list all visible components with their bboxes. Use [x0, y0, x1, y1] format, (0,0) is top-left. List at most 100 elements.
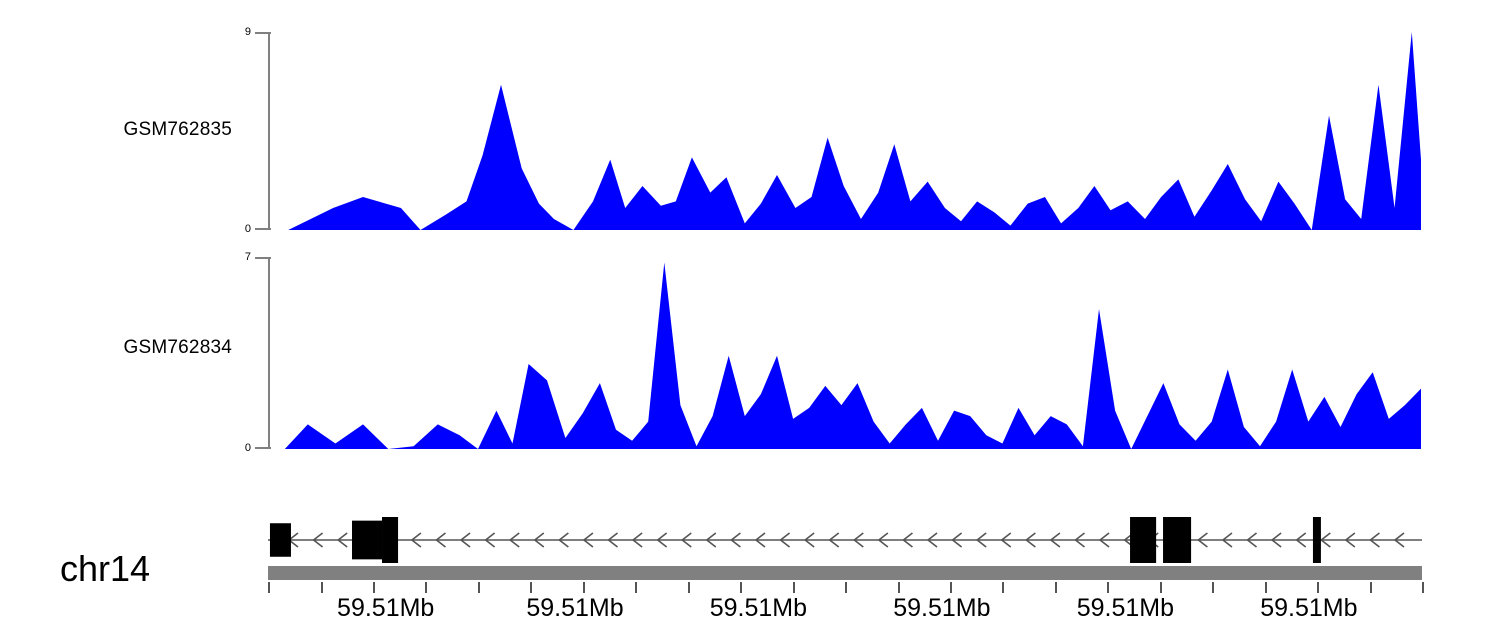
signal-area-gsm762834: [271, 262, 1421, 449]
ruler-tick: [1212, 582, 1215, 593]
strand-arrow-icon: [558, 532, 569, 548]
axis-tick-bottom-track-2: [255, 447, 271, 449]
ruler-tick: [320, 582, 323, 593]
strand-arrow-icon: [484, 532, 496, 548]
strand-arrow-icon: [582, 532, 594, 548]
signal-area-path: [271, 262, 1421, 449]
strand-arrow-icon: [1197, 532, 1208, 548]
strand-arrow-icon: [631, 532, 643, 548]
ruler-tick: [949, 582, 952, 593]
strand-arrow-icon: [877, 532, 889, 548]
strand-arrow-icon: [435, 532, 446, 548]
ruler-tick: [372, 582, 375, 593]
strand-arrow-icon: [1025, 532, 1036, 548]
ruler-label: 59.51Mb: [709, 594, 808, 622]
strand-arrow-icon: [1000, 532, 1012, 548]
axis-tick-top-track-2: [255, 257, 271, 259]
ruler-tick: [1159, 582, 1162, 593]
exon-box[interactable]: [1130, 517, 1157, 563]
ruler-tick: [635, 582, 638, 593]
strand-arrow-icon: [1221, 532, 1233, 548]
strand-arrow-icon: [754, 532, 766, 548]
ruler-tick: [792, 582, 795, 593]
ruler-tick: [1002, 582, 1005, 593]
axis-tick-top-track-1: [255, 32, 271, 34]
strand-arrow-icon: [656, 532, 668, 548]
axis-tick-bottom-track-1: [255, 228, 271, 230]
strand-arrow-icon: [459, 532, 471, 548]
signal-area-gsm762835: [271, 32, 1421, 230]
exon-box[interactable]: [269, 523, 291, 557]
strand-arrow-icon: [1049, 532, 1061, 548]
strand-arrow-icon: [828, 532, 840, 548]
signal-area-path: [271, 32, 1421, 230]
ruler-tick: [1317, 582, 1320, 593]
ruler-tick: [740, 582, 743, 593]
ruler-tick: [1107, 582, 1110, 593]
axis-min-track-2: 0: [244, 442, 251, 454]
strand-arrow-icon: [803, 532, 815, 548]
strand-arrow-icon: [312, 532, 324, 548]
strand-arrow-icon: [1246, 532, 1258, 548]
signal-plot-gsm762834[interactable]: [271, 257, 1421, 449]
strand-arrow-icon: [951, 532, 963, 548]
ruler-tick: [845, 582, 847, 593]
ruler-label: 59.51Mb: [893, 594, 991, 622]
ruler-tick: [1422, 582, 1424, 593]
axis-track-2: 7 0: [245, 252, 271, 454]
exon-box[interactable]: [382, 517, 399, 563]
axis-spine-track-1: [268, 32, 270, 230]
track-label-gsm762835: GSM762835: [123, 119, 232, 140]
strand-arrow-icon: [779, 532, 791, 548]
ruler-label: 59.51Mb: [1260, 594, 1358, 622]
strand-arrow-icon: [1319, 532, 1331, 548]
ruler-label: 59.51Mb: [337, 594, 435, 622]
signal-plot-gsm762835[interactable]: [271, 32, 1421, 230]
gene-model-glyphs: [268, 517, 1422, 563]
strand-arrow-icon: [336, 532, 348, 548]
strand-arrow-icon: [926, 532, 938, 548]
strand-arrow-icon: [705, 532, 717, 548]
chromosome-name-label: chr14: [60, 548, 151, 589]
strand-arrow-icon: [730, 532, 741, 548]
gene-model-track[interactable]: [268, 505, 1422, 567]
ruler-bar: [268, 566, 1422, 580]
strand-arrow-icon: [975, 532, 987, 548]
strand-arrow-icon: [1295, 532, 1307, 548]
axis-max-track-1: 9: [244, 26, 251, 38]
strand-arrow-icon: [1098, 532, 1110, 548]
strand-arrow-icon: [508, 532, 520, 548]
strand-arrow-icon: [1369, 532, 1380, 548]
strand-arrow-icon: [680, 532, 692, 548]
ruler-label: 59.51Mb: [526, 594, 624, 622]
ruler-tick: [687, 582, 690, 593]
strand-arrow-icon: [1393, 532, 1405, 548]
strand-arrow-icon: [1344, 532, 1356, 548]
axis-max-track-2: 7: [244, 251, 251, 263]
strand-arrow-icon: [902, 532, 913, 548]
ruler-tick: [268, 582, 270, 593]
strand-arrow-icon: [852, 532, 864, 548]
exon-box[interactable]: [1312, 517, 1321, 563]
strand-arrow-icon: [1074, 532, 1085, 548]
genome-coordinate-ruler[interactable]: 59.51Mb 59.51Mb 59.51Mb 59.51Mb 59.51Mb 59.51…: [268, 566, 1424, 640]
exon-box[interactable]: [1163, 517, 1192, 563]
strand-arrow-icon: [1270, 532, 1282, 548]
strand-arrow-icon: [607, 532, 619, 548]
ruler-tick: [530, 582, 533, 593]
axis-spine-track-2: [268, 257, 270, 449]
ruler-label: 59.51Mb: [1076, 594, 1175, 622]
ruler-tick: [1054, 582, 1057, 593]
ruler-tick: [1264, 582, 1267, 593]
ruler-tick: [425, 582, 428, 593]
strand-arrow-icon: [410, 532, 422, 548]
ruler-tick: [477, 582, 480, 593]
axis-track-1: 9 0: [245, 27, 271, 235]
ruler-tick: [897, 582, 900, 593]
track-label-gsm762834: GSM762834: [123, 337, 232, 358]
axis-min-track-1: 0: [244, 223, 251, 235]
strand-arrow-icon: [533, 532, 545, 548]
exon-box[interactable]: [352, 520, 383, 560]
ruler-tick: [582, 582, 585, 593]
